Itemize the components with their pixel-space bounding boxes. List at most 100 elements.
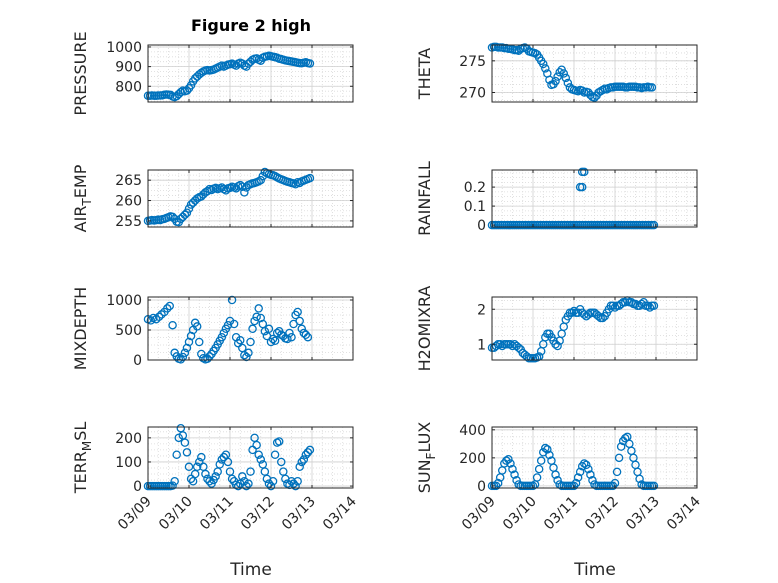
series-markers: [143, 423, 315, 491]
data-point: [285, 328, 294, 338]
data-point: [166, 90, 175, 100]
subplot-mixdepth: 0 500 1000 MIXDEPTH: [71, 287, 354, 370]
data-point: [192, 462, 202, 472]
data-point: [551, 76, 560, 86]
data-point: [180, 438, 190, 447]
data-point: [506, 459, 515, 468]
data-point: [506, 339, 515, 349]
data-point: [493, 478, 503, 488]
data-point: [291, 481, 300, 491]
data-point: [186, 474, 196, 484]
y-axis-label: H2OMIXRA: [415, 286, 434, 372]
y-tick-label: 500: [115, 323, 142, 339]
y-tick-label: 800: [115, 79, 142, 95]
data-point: [621, 297, 630, 307]
data-point: [242, 481, 251, 491]
data-point: [256, 175, 265, 185]
data-point: [301, 450, 311, 459]
data-point: [588, 476, 597, 485]
data-point: [182, 208, 192, 217]
axes-box: [147, 169, 354, 228]
data-point: [536, 456, 546, 465]
data-point: [172, 450, 181, 459]
figure-title: Figure 2 high: [191, 16, 311, 35]
data-point: [229, 319, 239, 329]
data-point: [649, 220, 659, 230]
data-point: [238, 182, 247, 191]
data-point: [610, 303, 620, 312]
data-point: [260, 326, 270, 336]
y-tick-label: 265: [115, 173, 142, 189]
data-point: [616, 442, 626, 451]
y-tick-label: 270: [459, 86, 486, 102]
data-point: [184, 462, 194, 472]
data-point: [254, 304, 263, 313]
data-point: [182, 448, 192, 457]
x-axis-label-right: Time: [573, 560, 616, 580]
data-point: [510, 470, 519, 479]
y-tick-label: 1000: [106, 40, 142, 56]
data-point: [215, 460, 224, 469]
data-point: [219, 452, 229, 462]
data-point: [233, 481, 243, 491]
axes-box: [147, 44, 354, 103]
y-tick-label: 900: [115, 60, 142, 76]
y-tick-label: 260: [115, 194, 142, 210]
data-point: [203, 474, 212, 484]
y-tick-label: 0: [133, 353, 142, 369]
data-point: [205, 476, 214, 486]
data-point: [545, 450, 554, 460]
data-point: [168, 212, 177, 222]
y-tick-label: 255: [115, 214, 142, 230]
data-point: [594, 311, 603, 321]
data-point: [252, 312, 261, 322]
data-point: [165, 301, 174, 311]
data-point: [238, 472, 247, 481]
data-point: [246, 337, 255, 347]
y-tick-label: 1000: [106, 293, 142, 309]
y-tick-label: 0: [477, 479, 486, 495]
data-point: [637, 299, 646, 309]
data-point: [244, 479, 253, 488]
data-point: [577, 182, 587, 192]
data-point: [553, 476, 562, 485]
data-point: [256, 455, 265, 464]
data-point: [289, 479, 298, 488]
data-point: [274, 437, 284, 446]
data-point: [643, 301, 653, 310]
data-point: [575, 467, 585, 477]
y-tick-label: 2: [477, 302, 486, 318]
data-point: [174, 433, 183, 443]
axes-box: [491, 296, 698, 361]
data-point: [170, 476, 179, 486]
y-axis-label: TERRMSL: [71, 422, 94, 495]
data-point: [211, 472, 220, 481]
data-point: [582, 460, 591, 470]
y-tick-label: 0: [477, 218, 486, 234]
axes-box: [491, 44, 698, 103]
data-point: [295, 316, 304, 326]
data-point: [497, 341, 507, 351]
data-point: [299, 455, 309, 464]
data-point: [197, 349, 206, 359]
data-point: [217, 332, 227, 342]
data-point: [287, 332, 296, 342]
data-point: [295, 462, 304, 472]
data-point: [197, 452, 206, 462]
data-point: [268, 476, 278, 486]
series-markers: [143, 51, 315, 102]
data-point: [168, 320, 177, 330]
data-point: [301, 330, 311, 340]
y-tick-label: 275: [459, 54, 486, 70]
data-point: [573, 86, 583, 96]
data-point: [293, 307, 302, 317]
data-point: [168, 481, 177, 490]
data-point: [248, 324, 257, 334]
axes-box: [147, 296, 354, 361]
data-point: [184, 204, 194, 213]
data-point: [598, 313, 607, 323]
data-point: [276, 457, 286, 467]
y-tick-label: 1: [477, 337, 486, 353]
data-point: [590, 93, 599, 102]
